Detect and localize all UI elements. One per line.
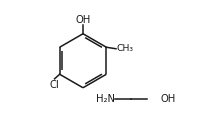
Text: H₂N: H₂N — [96, 94, 115, 104]
Text: OH: OH — [75, 15, 91, 25]
Text: OH: OH — [161, 94, 176, 104]
Text: CH₃: CH₃ — [117, 44, 134, 53]
Text: Cl: Cl — [49, 80, 59, 90]
